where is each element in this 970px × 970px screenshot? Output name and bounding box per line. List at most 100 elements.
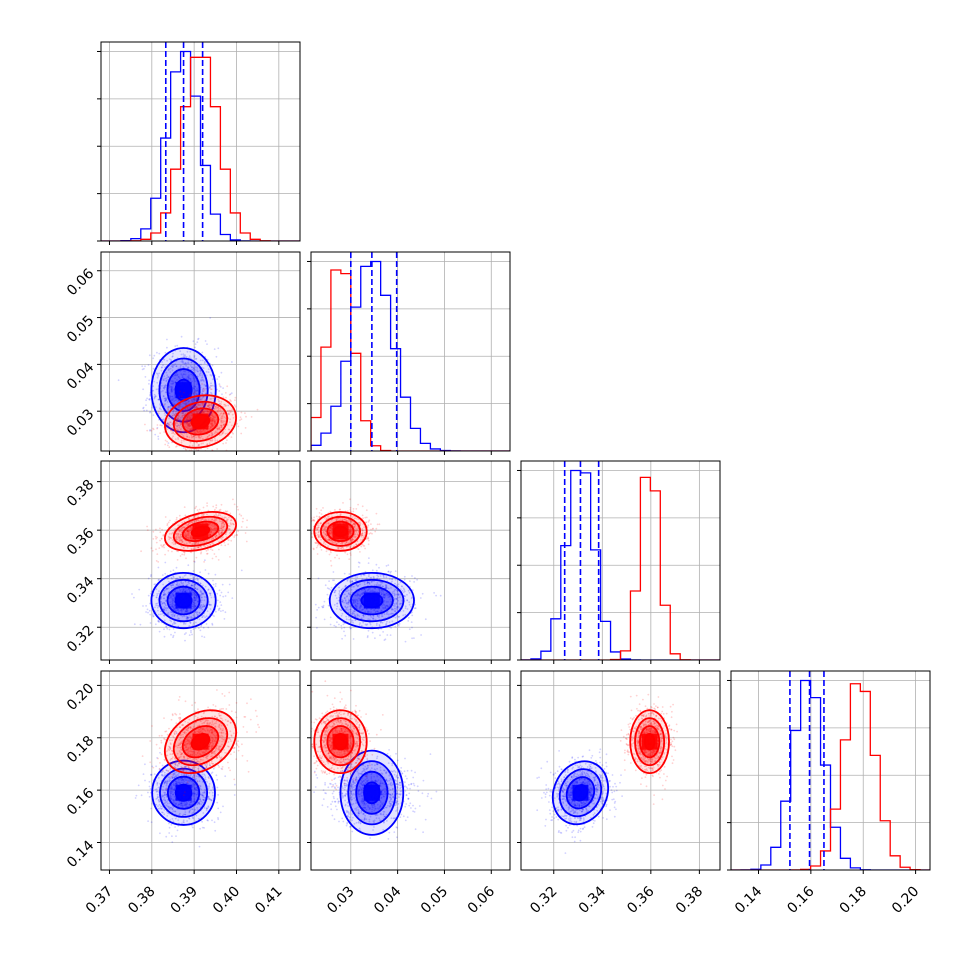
panel-frame xyxy=(100,41,301,242)
panel-frame xyxy=(310,670,511,871)
panel-content xyxy=(311,252,510,451)
panel-frame xyxy=(730,670,931,871)
density-series-0 xyxy=(536,748,623,854)
contour-line xyxy=(172,717,229,767)
grid-2-1 xyxy=(311,461,510,660)
x-tick-label: 0.06 xyxy=(465,883,498,916)
panel-1-1 xyxy=(307,251,511,455)
density-peak xyxy=(192,523,209,540)
contour-line xyxy=(326,520,355,542)
x-tick-label: 0.40 xyxy=(210,884,243,917)
panel-frame xyxy=(520,670,721,871)
panel-0-0 xyxy=(97,41,301,245)
density-peak xyxy=(175,592,192,609)
density-peak xyxy=(332,733,349,750)
x-tick-label: 0.03 xyxy=(324,884,357,917)
y-tick-label: 0.36 xyxy=(64,525,97,558)
contour-line xyxy=(164,709,237,775)
panel-3-3: 0.14 0.16 0.18 0.20 xyxy=(727,670,931,917)
grid-2-2 xyxy=(521,461,720,660)
histogram-series-0 xyxy=(521,469,720,660)
panel-content xyxy=(521,461,720,660)
contour-line xyxy=(355,770,389,815)
y-tick-label: 0.14 xyxy=(64,837,97,870)
x-tick-label: 0.37 xyxy=(83,884,116,917)
panel-content xyxy=(117,317,259,451)
contour-line xyxy=(558,768,603,818)
contour-line xyxy=(347,760,397,826)
panel-content xyxy=(311,498,442,643)
grid-3-0 xyxy=(101,671,300,870)
x-tick-label: 0.05 xyxy=(418,884,451,917)
contour-line xyxy=(349,585,394,616)
y-tick-label: 0.04 xyxy=(64,359,97,392)
density-peak xyxy=(363,784,380,801)
panel-2-2 xyxy=(517,460,721,664)
panel-2-0: 0.32 0.34 0.36 0.38 xyxy=(64,460,301,664)
density-peak xyxy=(641,733,658,750)
contour-line xyxy=(313,511,368,552)
panel-content xyxy=(536,693,678,854)
density-series-1 xyxy=(311,498,381,567)
grid-1-0 xyxy=(101,252,300,451)
y-tick-label: 0.18 xyxy=(64,733,97,766)
grid-3-1 xyxy=(311,671,510,870)
density-peak xyxy=(192,413,209,430)
y-tick-label: 0.20 xyxy=(64,680,97,713)
contour-line xyxy=(166,585,201,616)
y-tick-label: 0.16 xyxy=(64,785,97,818)
panel-frame xyxy=(100,251,301,452)
panel-content xyxy=(731,671,930,870)
contour-line xyxy=(328,571,415,630)
density-series-1 xyxy=(140,498,249,563)
contour-line xyxy=(166,368,201,413)
contour-line xyxy=(150,347,217,434)
panel-content xyxy=(101,42,300,241)
density-series-0 xyxy=(311,557,442,643)
contour-line xyxy=(164,511,237,552)
density-series-0 xyxy=(117,317,233,451)
density-peak xyxy=(363,592,380,609)
density-series-1 xyxy=(144,383,259,451)
y-tick-label: 0.05 xyxy=(64,313,97,346)
panel-3-2: 0.32 0.34 0.36 0.38 xyxy=(517,670,721,917)
contour-line xyxy=(172,400,229,443)
x-tick-label: 0.16 xyxy=(784,883,817,916)
contour-line xyxy=(151,759,216,826)
density-peak xyxy=(192,733,209,750)
y-tick-label: 0.38 xyxy=(64,477,97,510)
x-tick-label: 0.41 xyxy=(252,884,285,917)
contour-line xyxy=(639,725,661,759)
contour-line xyxy=(159,767,209,818)
contour-line xyxy=(164,394,237,449)
density-series-1 xyxy=(619,693,678,805)
density-peak xyxy=(332,523,349,540)
contour-line xyxy=(629,709,670,775)
density-peak xyxy=(175,382,192,399)
density-series-0 xyxy=(134,732,236,848)
grid-3-2 xyxy=(521,671,720,870)
y-tick-label: 0.34 xyxy=(64,574,97,607)
contour-line xyxy=(551,760,610,826)
contour-line xyxy=(565,776,596,810)
panel-frame xyxy=(520,460,721,661)
x-tick-label: 0.18 xyxy=(837,884,870,917)
contour-line xyxy=(313,709,368,775)
density-series-1 xyxy=(141,689,260,797)
density-peak xyxy=(175,784,192,801)
x-tick-label: 0.14 xyxy=(732,883,765,916)
histogram-series-1 xyxy=(311,269,510,451)
y-tick-label: 0.06 xyxy=(64,266,97,299)
contour-line xyxy=(339,578,405,623)
x-tick-label: 0.38 xyxy=(673,884,706,917)
panel-3-0: 0.14 0.16 0.18 0.20 0.37 0.38 0.39 0.40 0.41 xyxy=(64,670,301,917)
grid-0-0 xyxy=(101,42,300,241)
contour-line xyxy=(158,578,209,623)
density-peak xyxy=(572,784,589,801)
x-tick-label: 0.34 xyxy=(576,883,609,916)
x-tick-label: 0.20 xyxy=(889,884,922,917)
contour-line xyxy=(319,515,362,547)
panel-1-0: 0.03 0.04 0.05 0.06 xyxy=(64,251,301,455)
contour-line xyxy=(181,520,220,542)
